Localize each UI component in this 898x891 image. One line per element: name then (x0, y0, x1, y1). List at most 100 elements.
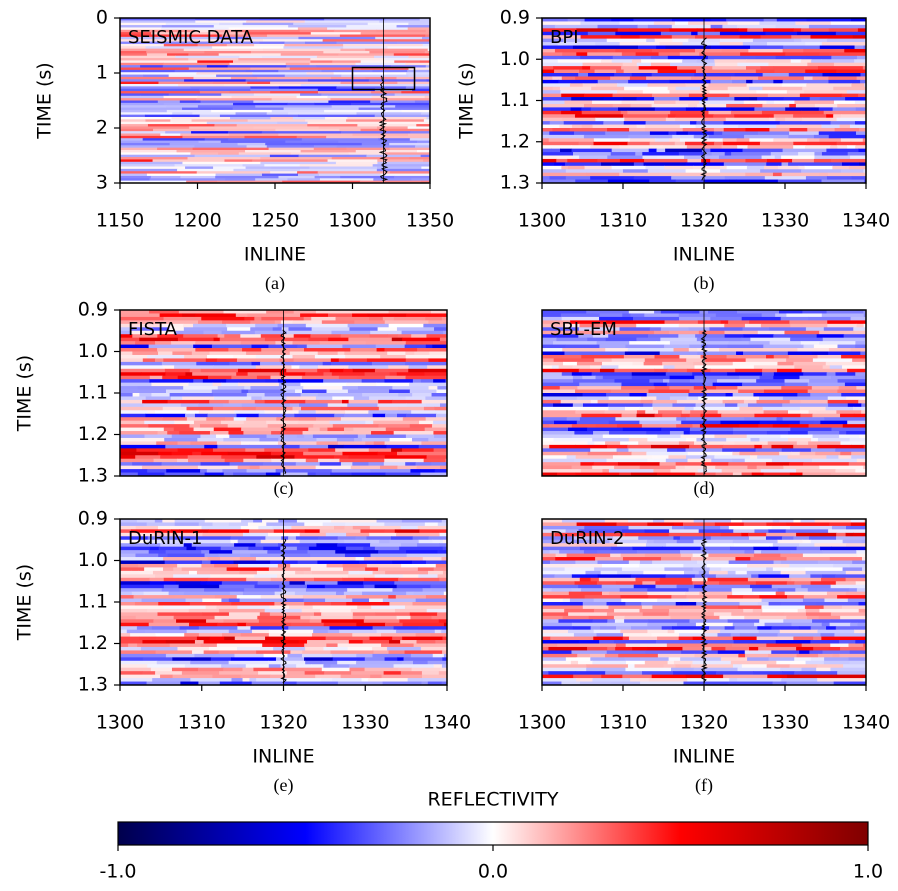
texture-cell (404, 605, 447, 610)
texture-cell (177, 563, 202, 568)
texture-cell (644, 158, 688, 163)
x-tick-label: 1340 (842, 712, 890, 734)
texture-cell (723, 162, 767, 167)
texture-cell (143, 403, 182, 408)
texture-cell (688, 348, 698, 352)
texture-cell (662, 145, 688, 150)
x-tick-label: 1340 (842, 210, 890, 232)
texture-cell (630, 313, 645, 318)
texture-cell (405, 351, 415, 356)
texture-cell (120, 372, 142, 377)
texture-cell (786, 615, 808, 620)
texture-cell (542, 165, 562, 170)
texture-cell (762, 73, 790, 77)
texture-cell (181, 671, 220, 676)
texture-cell (734, 97, 751, 101)
texture-cell (606, 612, 644, 617)
texture-cell (405, 62, 430, 66)
texture-cell (341, 399, 350, 404)
texture-cell (342, 563, 368, 568)
texture-cell (619, 21, 655, 26)
texture-cell (570, 320, 600, 325)
texture-cell (423, 406, 435, 411)
texture-cell (707, 97, 735, 101)
texture-cell (187, 455, 222, 460)
texture-cell (714, 434, 748, 439)
texture-cell (781, 536, 794, 541)
texture-cell (430, 584, 447, 589)
texture-cell (808, 441, 829, 446)
texture-cell (577, 653, 591, 658)
texture-cell (120, 643, 129, 648)
texture-cell (217, 386, 245, 390)
texture-cell (135, 341, 156, 345)
texture-cell (565, 657, 577, 662)
texture-cell (354, 437, 363, 442)
texture-cell (177, 168, 234, 172)
texture-cell (425, 560, 447, 565)
texture-cell (362, 640, 390, 644)
texture-cell (301, 608, 321, 613)
texture-cell (263, 48, 341, 52)
texture-cell (769, 427, 791, 432)
texture-cell (135, 455, 161, 460)
texture-cell (721, 145, 738, 150)
texture-cell (611, 18, 634, 22)
texture-cell (406, 591, 415, 596)
texture-cell (393, 316, 426, 321)
texture-cell (398, 406, 425, 411)
texture-cell (420, 379, 434, 384)
texture-cell (368, 678, 409, 682)
texture-cell (392, 560, 413, 565)
texture-cell (593, 138, 631, 143)
texture-cell (565, 344, 600, 349)
texture-cell (814, 519, 852, 523)
texture-cell (377, 567, 419, 572)
texture-cell (291, 365, 300, 370)
texture-cell (846, 431, 866, 435)
texture-cell (542, 354, 565, 359)
texture-cell (728, 681, 774, 685)
texture-cell (281, 588, 307, 593)
texture-cell (669, 341, 703, 345)
texture-cell (787, 455, 827, 460)
texture-cell (194, 640, 205, 644)
texture-cell (786, 557, 831, 561)
texture-cell (120, 671, 143, 676)
texture-cell (634, 664, 664, 669)
texture-cell (542, 38, 564, 43)
texture-cell (549, 550, 560, 554)
texture-cell (781, 448, 812, 453)
texture-cell (639, 406, 654, 411)
texture-cell (670, 110, 709, 115)
texture-cell (841, 365, 866, 370)
texture-cell (617, 451, 632, 456)
texture-cell (345, 546, 364, 551)
texture-cell (830, 584, 866, 589)
texture-cell (750, 45, 784, 50)
texture-cell (120, 424, 149, 428)
texture-cell (727, 372, 740, 377)
texture-cell (783, 97, 811, 101)
texture-cell (542, 543, 577, 548)
texture-cell (328, 410, 346, 415)
texture-cell (730, 660, 777, 665)
y-tick-label: 3 (96, 172, 108, 194)
texture-cell (636, 323, 680, 328)
texture-cell (572, 124, 583, 129)
texture-cell (720, 532, 742, 537)
texture-cell (700, 413, 722, 418)
texture-cell (408, 67, 430, 71)
texture-cell (201, 316, 245, 321)
texture-cell (247, 522, 267, 527)
texture-cell (432, 653, 445, 658)
texture-cell (767, 93, 801, 98)
texture-cell (819, 138, 842, 143)
texture-cell (577, 386, 622, 390)
texture-cell (647, 622, 678, 627)
texture-cell (749, 97, 758, 101)
texture-cell (201, 563, 215, 568)
texture-cell (814, 543, 847, 548)
texture-cell (319, 178, 374, 182)
texture-cell (654, 138, 670, 143)
